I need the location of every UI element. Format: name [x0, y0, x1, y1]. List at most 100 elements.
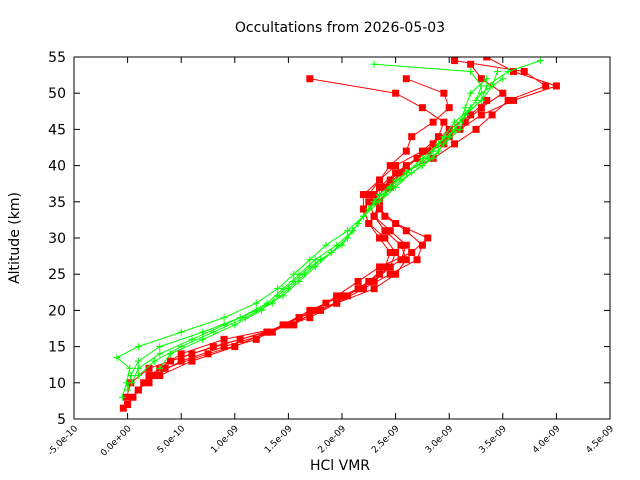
data-point-plus	[258, 306, 266, 314]
data-point-square	[252, 335, 260, 343]
data-point-square	[145, 379, 153, 387]
data-point-plus	[429, 147, 437, 155]
data-point-square	[359, 205, 367, 213]
data-point-square	[317, 306, 325, 314]
data-point-square	[402, 227, 410, 235]
data-point-plus	[231, 321, 239, 329]
data-point-square	[220, 335, 228, 343]
data-point-square	[370, 212, 378, 220]
data-point-square	[424, 147, 432, 155]
data-point-square	[477, 75, 485, 83]
data-point-plus	[504, 67, 512, 75]
y-tick-label: 25	[48, 267, 66, 283]
data-point-plus	[156, 364, 164, 372]
data-point-plus	[128, 379, 136, 387]
data-point-square	[386, 248, 394, 256]
data-point-square	[542, 82, 550, 90]
y-tick-label: 30	[48, 231, 66, 247]
data-point-square	[483, 96, 491, 104]
data-point-square	[306, 306, 314, 314]
y-tick-label: 5	[57, 412, 66, 428]
chart-title: Occultations from 2026-05-03	[235, 20, 445, 36]
data-point-square	[123, 393, 131, 401]
data-point-square	[386, 227, 394, 235]
data-point-plus	[365, 205, 373, 213]
data-point-square	[306, 75, 314, 83]
data-point-square	[376, 205, 384, 213]
data-point-square	[343, 292, 351, 300]
data-point-square	[333, 299, 341, 307]
y-tick-label: 15	[48, 340, 66, 356]
data-point-square	[510, 67, 518, 75]
data-point-square	[408, 133, 416, 141]
y-tick-label: 45	[48, 122, 66, 138]
data-point-plus	[126, 364, 134, 372]
y-tick-label: 55	[48, 50, 66, 66]
data-point-square	[434, 133, 442, 141]
data-point-plus	[536, 57, 544, 65]
data-point-plus	[306, 263, 314, 271]
data-point-plus	[413, 162, 421, 170]
data-point-plus	[451, 118, 459, 126]
data-point-square	[376, 263, 384, 271]
series-green-plus	[113, 57, 544, 401]
data-point-square	[429, 140, 437, 148]
data-point-plus	[177, 328, 185, 336]
data-point-square	[381, 183, 389, 191]
data-point-square	[408, 248, 416, 256]
data-point-square	[392, 169, 400, 177]
data-point-plus	[483, 75, 491, 83]
data-point-square	[477, 111, 485, 119]
data-point-plus	[150, 357, 158, 365]
data-point-square	[119, 404, 127, 412]
data-point-square	[451, 57, 459, 65]
data-point-plus	[252, 299, 260, 307]
data-point-square	[290, 321, 298, 329]
data-point-square	[451, 140, 459, 148]
data-point-square	[156, 372, 164, 380]
data-point-square	[392, 270, 400, 278]
data-point-square	[402, 75, 410, 83]
data-point-square	[418, 241, 426, 249]
data-point-square	[392, 248, 400, 256]
data-point-square	[488, 111, 496, 119]
data-point-plus	[124, 386, 132, 394]
data-point-square	[220, 343, 228, 351]
data-point-square	[392, 162, 400, 170]
data-point-square	[413, 154, 421, 162]
data-point-square	[263, 328, 271, 336]
data-point-square	[268, 328, 276, 336]
data-point-plus	[134, 372, 142, 380]
data-point-square	[418, 147, 426, 155]
data-point-square	[386, 270, 394, 278]
y-tick-label: 35	[48, 195, 66, 211]
data-point-square	[392, 89, 400, 97]
data-point-plus	[440, 133, 448, 141]
data-point-square	[381, 263, 389, 271]
profile-line	[148, 78, 450, 384]
data-point-square	[477, 104, 485, 112]
data-point-square	[440, 89, 448, 97]
data-point-square	[472, 125, 480, 133]
y-axis-label: Altitude (km)	[7, 192, 23, 284]
data-point-plus	[376, 191, 384, 199]
data-point-square	[520, 67, 528, 75]
data-point-plus	[156, 343, 164, 351]
data-point-square	[386, 176, 394, 184]
data-point-square	[418, 104, 426, 112]
data-point-square	[461, 118, 469, 126]
data-point-square	[376, 270, 384, 278]
data-point-plus	[156, 350, 164, 358]
data-point-plus	[199, 335, 207, 343]
data-point-plus	[343, 234, 351, 242]
data-point-square	[386, 162, 394, 170]
data-point-plus	[493, 67, 501, 75]
data-point-plus	[220, 314, 228, 322]
data-point-plus	[127, 372, 135, 380]
data-point-square	[376, 234, 384, 242]
data-point-plus	[451, 125, 459, 133]
data-point-plus	[134, 357, 142, 365]
data-point-square	[370, 277, 378, 285]
